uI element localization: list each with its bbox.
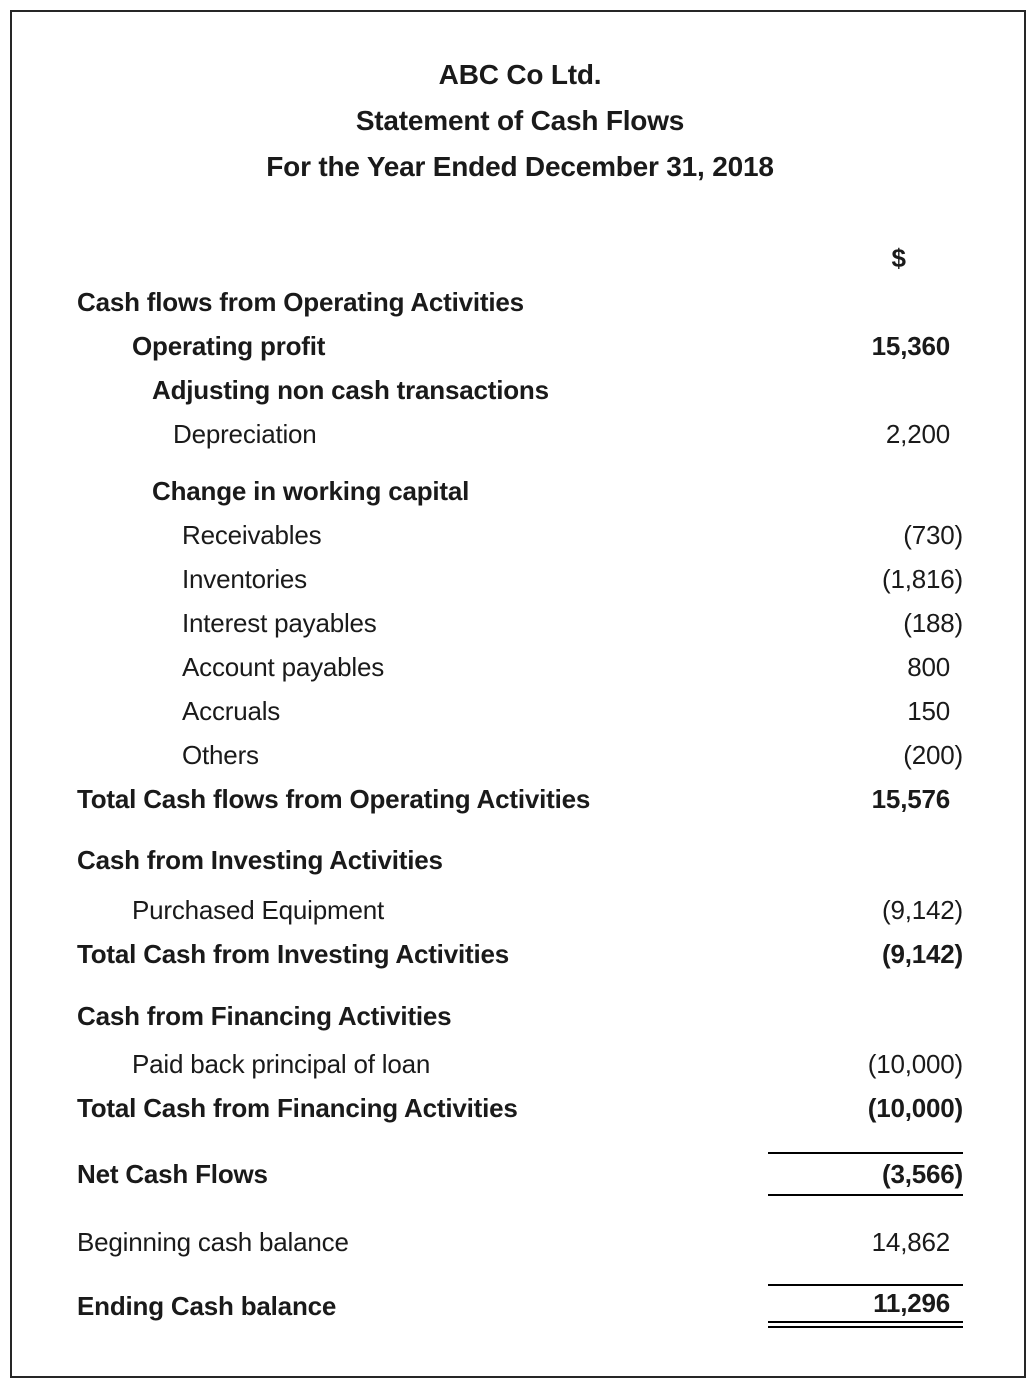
- row-value: [768, 368, 963, 412]
- row-label: Purchased Equipment: [132, 894, 385, 925]
- row-value: [768, 469, 963, 513]
- row-value: 15,360: [871, 330, 951, 361]
- row-value: 14,862: [871, 1226, 951, 1257]
- row-label: Operating profit: [132, 330, 326, 361]
- row-value: 150: [907, 695, 950, 726]
- statement-row: Change in working capital: [77, 469, 963, 513]
- row-label: Net Cash Flows: [77, 1158, 268, 1189]
- statement-row: Interest payables (188): [77, 601, 963, 645]
- row-label: Cash flows from Operating Activities: [77, 286, 524, 317]
- statement-row: Inventories (1,816): [77, 557, 963, 601]
- row-label: Inventories: [182, 563, 307, 594]
- row-value: (188): [903, 607, 963, 638]
- statement-period: For the Year Ended December 31, 2018: [266, 151, 774, 182]
- statement-row: Operating profit 15,360: [77, 324, 963, 368]
- statement-row: Cash from Investing Activities: [77, 838, 963, 882]
- statement-row: Total Cash from Financing Activities (10,…: [77, 1086, 963, 1130]
- row-value: 11,296: [768, 1284, 963, 1328]
- statement-row: Adjusting non cash transactions: [77, 368, 963, 412]
- row-label: Adjusting non cash transactions: [152, 374, 549, 405]
- row-label: Change in working capital: [152, 475, 470, 506]
- statement-page: ABC Co Ltd. Statement of Cash Flows For …: [10, 10, 1026, 1378]
- row-value: (9,142): [882, 938, 963, 969]
- row-label: Interest payables: [182, 607, 377, 638]
- company-name: ABC Co Ltd.: [438, 59, 602, 90]
- statement-title: Statement of Cash Flows: [355, 105, 685, 136]
- statement-row: Total Cash from Investing Activities (9,1…: [77, 932, 963, 976]
- row-value: 800: [907, 651, 950, 682]
- statement-row: Account payables 800: [77, 645, 963, 689]
- row-label: Total Cash from Financing Activities: [77, 1092, 518, 1123]
- row-value: (3,566): [768, 1152, 963, 1196]
- row-label: Depreciation: [173, 418, 317, 449]
- statement-row: Net Cash Flows (3,566): [77, 1152, 963, 1196]
- row-value: (10,000): [867, 1048, 963, 1079]
- row-label: Receivables: [182, 519, 322, 550]
- statement-row: Cash from Financing Activities: [77, 994, 963, 1038]
- row-value: [768, 838, 963, 882]
- statement-rows: Cash flows from Operating Activities Oper…: [77, 280, 963, 1328]
- statement-row: Beginning cash balance 14,862: [77, 1220, 963, 1264]
- row-value: (730): [903, 519, 963, 550]
- statement-row: Paid back principal of loan (10,000): [77, 1042, 963, 1086]
- statement-row: Accruals 150: [77, 689, 963, 733]
- row-label: Cash from Investing Activities: [77, 844, 443, 875]
- statement-row: Depreciation 2,200: [77, 412, 963, 456]
- row-value: 15,576: [871, 783, 951, 814]
- statement-row: Total Cash flows from Operating Activiti…: [77, 777, 963, 821]
- row-value: 2,200: [885, 418, 950, 449]
- row-label: Beginning cash balance: [77, 1226, 349, 1257]
- row-value: (1,816): [882, 563, 963, 594]
- statement-row: Receivables (730): [77, 513, 963, 557]
- row-label: Accruals: [182, 695, 281, 726]
- currency-header-row: $: [77, 236, 963, 280]
- row-label: Account payables: [182, 651, 385, 682]
- statement-row: Others (200): [77, 733, 963, 777]
- row-label: Total Cash from Investing Activities: [77, 938, 509, 969]
- currency-header: $: [891, 242, 906, 273]
- row-label: Ending Cash balance: [77, 1290, 337, 1321]
- statement-row: Cash flows from Operating Activities: [77, 280, 963, 324]
- statement-row: Ending Cash balance 11,296: [77, 1284, 963, 1328]
- statement-header: ABC Co Ltd. Statement of Cash Flows For …: [77, 52, 963, 190]
- row-value: (10,000): [867, 1092, 963, 1123]
- statement-row: Purchased Equipment (9,142): [77, 888, 963, 932]
- row-label: Total Cash flows from Operating Activiti…: [77, 783, 591, 814]
- row-value: [768, 994, 963, 1038]
- row-value: (9,142): [882, 894, 963, 925]
- row-label: Others: [182, 739, 259, 770]
- row-label: Cash from Financing Activities: [77, 1000, 452, 1031]
- row-value: [768, 280, 963, 324]
- row-label: Paid back principal of loan: [132, 1048, 431, 1079]
- row-value: (200): [903, 739, 963, 770]
